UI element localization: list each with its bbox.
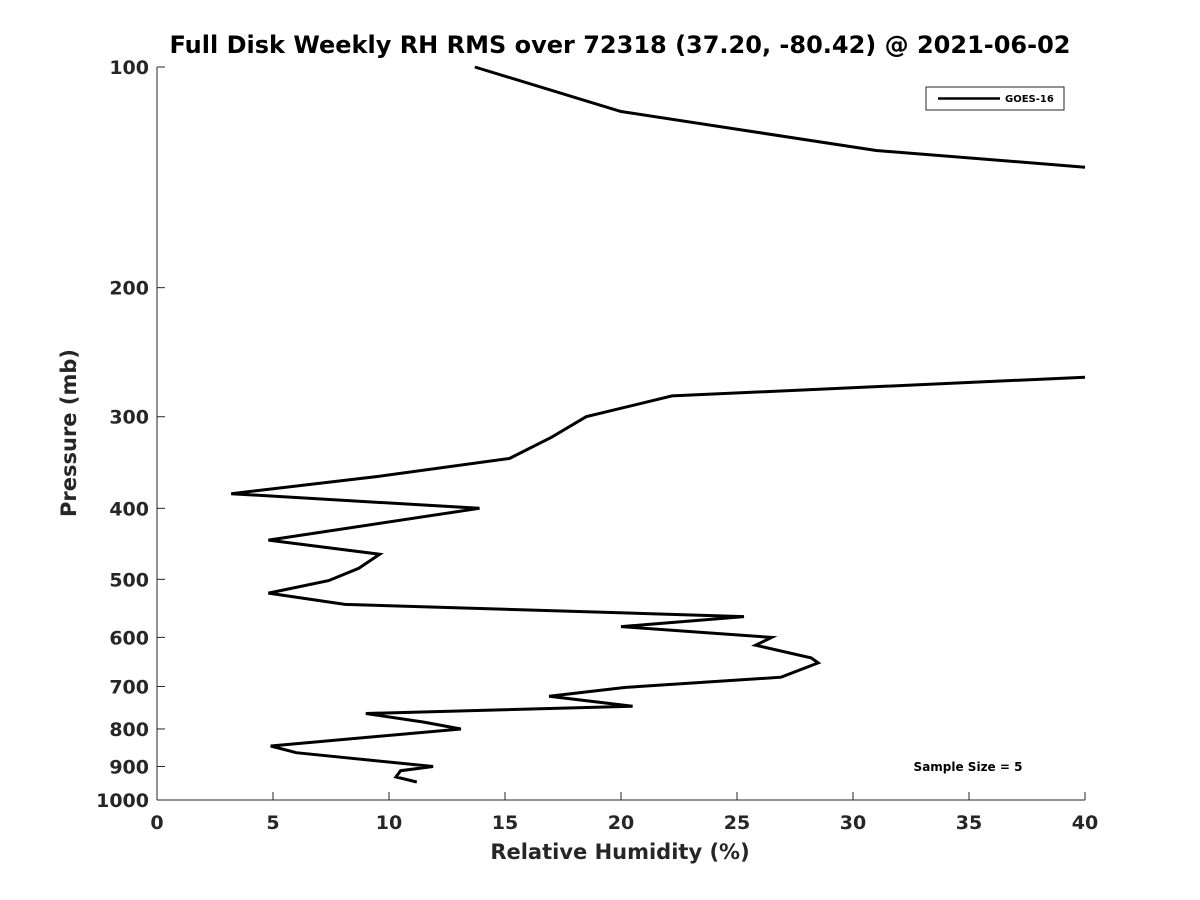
y-axis-label: Pressure (mb) [57, 349, 81, 517]
axes [156, 67, 1085, 801]
y-tick-label: 700 [109, 676, 149, 698]
x-tick-label: 20 [608, 812, 634, 834]
chart-title: Full Disk Weekly RH RMS over 72318 (37.2… [169, 31, 1070, 59]
x-tick-label: 5 [266, 812, 279, 834]
sample-size-annotation: Sample Size = 5 [914, 760, 1023, 774]
x-tick-label: 35 [956, 812, 982, 834]
y-tick-label: 900 [109, 756, 149, 778]
y-tick-label: 400 [109, 498, 149, 520]
legend: GOES-16 [925, 86, 1065, 111]
y-tick-label: 500 [109, 569, 149, 591]
x-tick-label: 15 [492, 812, 518, 834]
x-tick-label: 10 [376, 812, 402, 834]
y-tick-label: 800 [109, 719, 149, 741]
y-tick-label: 300 [109, 407, 149, 429]
series-line-segment-2 [231, 375, 1086, 784]
y-ticks: 100 200 300 400 500 600 700 800 900 1000 [96, 57, 165, 812]
x-tick-label: 25 [724, 812, 750, 834]
series-line-segment-1 [474, 65, 1086, 169]
y-tick-label: 100 [109, 57, 149, 79]
legend-label-goes16: GOES-16 [1005, 94, 1054, 105]
y-tick-label: 200 [109, 278, 149, 300]
x-tick-label: 0 [150, 812, 163, 834]
x-ticks: 0 5 10 15 20 25 30 35 40 [150, 792, 1098, 834]
plot-area [231, 65, 1086, 784]
x-tick-label: 30 [840, 812, 866, 834]
x-axis-label: Relative Humidity (%) [490, 840, 749, 864]
y-tick-label: 1000 [96, 790, 149, 812]
x-tick-label: 40 [1072, 812, 1098, 834]
y-tick-label: 600 [109, 627, 149, 649]
